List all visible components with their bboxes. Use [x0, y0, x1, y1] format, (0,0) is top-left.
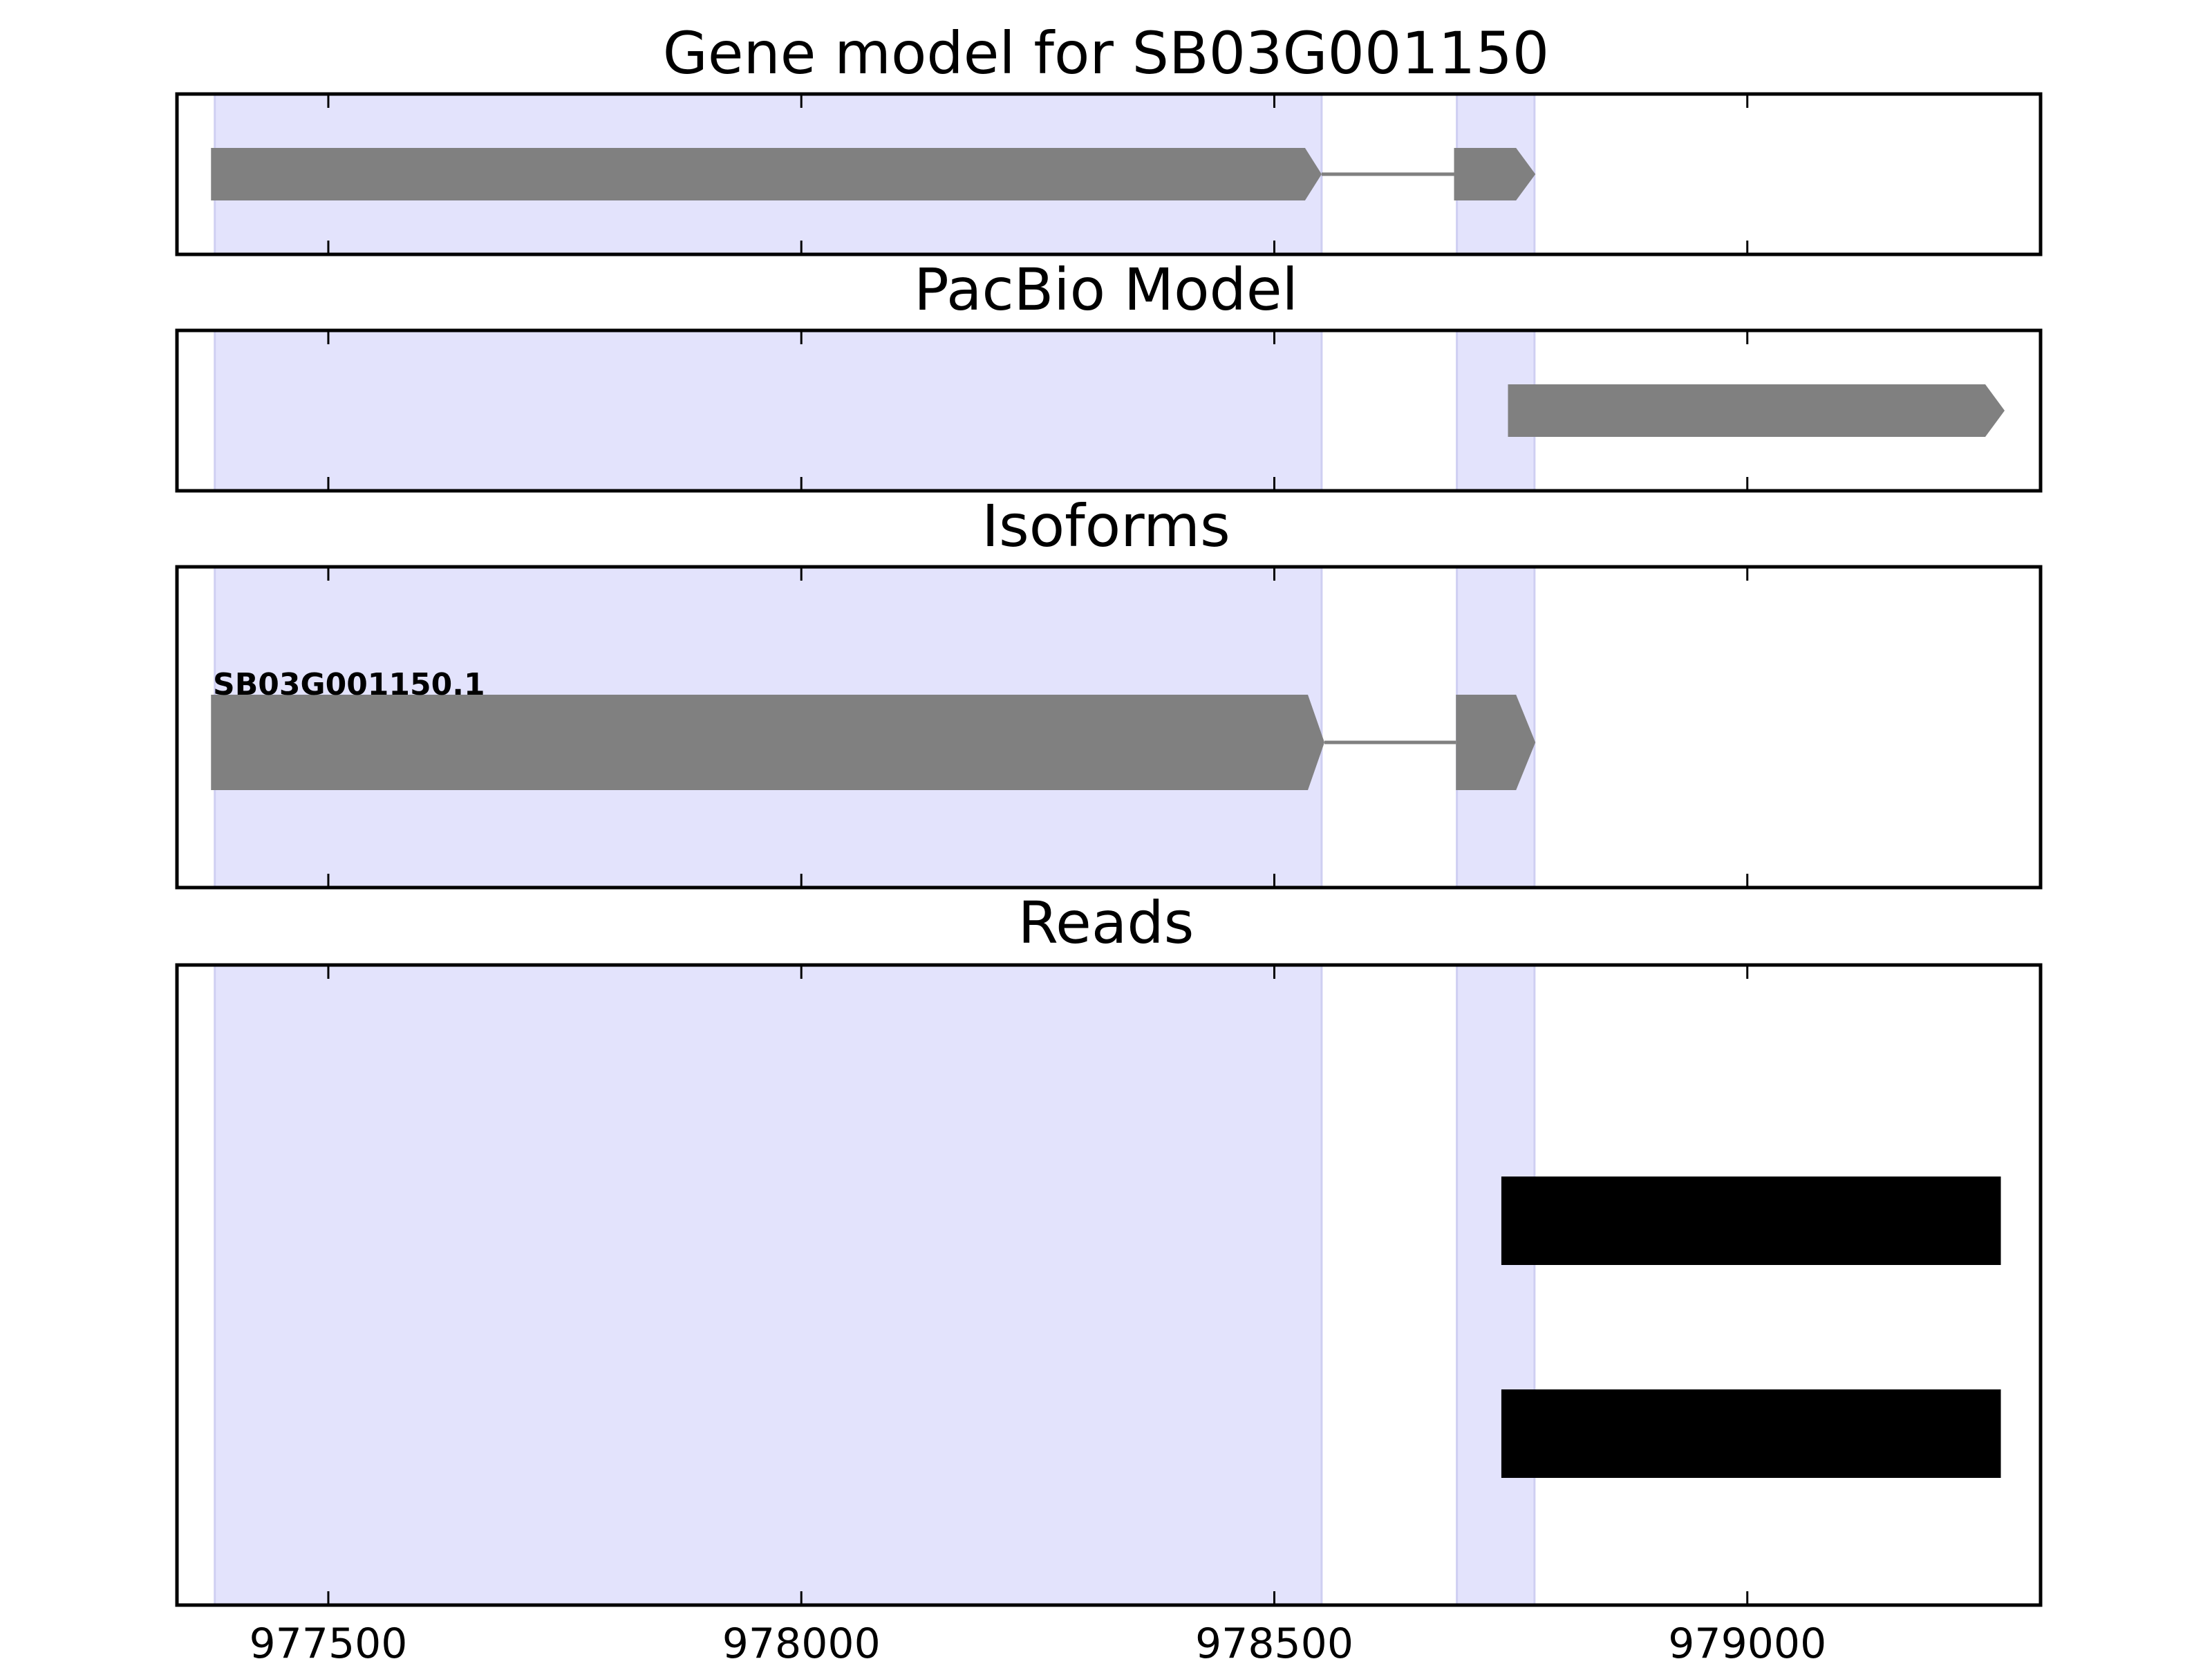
panel-frame [175, 565, 2043, 890]
exon-block-1 [1508, 384, 2005, 437]
exon-block-1 [211, 148, 1322, 200]
x-axis-tick-labels: 977500 978000 978500 979000 [249, 1620, 1826, 1659]
x-tick-label-3: 978500 [1195, 1620, 1353, 1659]
isoform-label: SB03G001150.1 [213, 667, 485, 702]
panel-background-layer [177, 329, 2041, 492]
panel-background-layer [177, 964, 2041, 1606]
highlight-region-1 [214, 964, 1323, 1606]
panel-frame [175, 92, 2043, 256]
x-tick-label-1: 977500 [249, 1620, 407, 1659]
panel-title-gene-model: Gene model for SB03G001150 [663, 19, 1549, 87]
panel-isoforms: Isoforms SB03G001150.1 [175, 492, 2043, 890]
panel-gene-model: Gene model for SB03G001150 [175, 19, 2043, 256]
read-bar-2 [1501, 1389, 2001, 1478]
panel-title-pacbio-model: PacBio Model [914, 256, 1298, 324]
panel-background-layer [177, 93, 2041, 256]
exon-block-3 [1456, 695, 1536, 790]
highlight-region-2 [1456, 964, 1536, 1606]
highlight-region-1 [214, 329, 1323, 492]
panel-title-isoforms: Isoforms [982, 492, 1230, 560]
panel-frame [175, 328, 2043, 493]
panel-frame [175, 963, 2043, 1607]
x-tick-label-2: 978000 [722, 1620, 881, 1659]
panel-reads: Reads [175, 889, 2043, 1607]
x-tick-label-4: 979000 [1668, 1620, 1826, 1659]
read-bar-1 [1501, 1177, 2001, 1265]
panel-title-reads: Reads [1018, 889, 1194, 957]
panel-background-layer [177, 565, 2041, 889]
exon-block-3 [1454, 148, 1536, 200]
panel-pacbio-model: PacBio Model [175, 256, 2043, 493]
exon-block-1 [211, 695, 1325, 790]
